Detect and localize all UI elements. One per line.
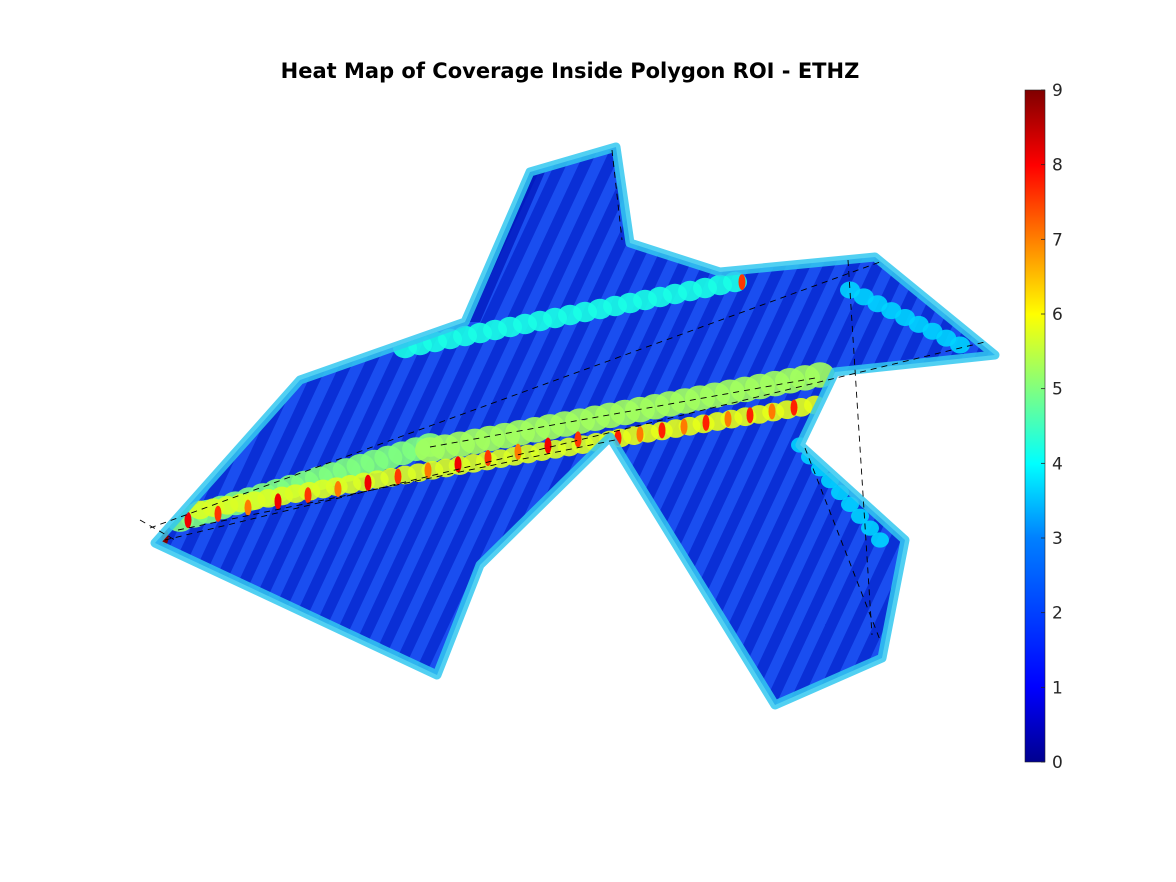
hotspot [724, 411, 732, 427]
coverage-path [177, 439, 616, 531]
hotspot [746, 407, 754, 424]
colorbar: 0 1 2 3 4 5 6 7 8 9 [1024, 81, 1063, 773]
colorbar-tick-label: 7 [1052, 230, 1063, 250]
hotspot [424, 462, 432, 479]
colorbar-tick-label: 0 [1052, 753, 1063, 773]
right-arm-edge-band [871, 532, 889, 548]
hotspot [274, 493, 282, 510]
hotspot [768, 403, 776, 420]
hotspot [364, 474, 372, 491]
colorbar-gradient [1024, 89, 1046, 763]
hotspot [394, 468, 402, 485]
hotspot [702, 414, 710, 431]
hotspot [738, 274, 746, 290]
coverage-path [611, 149, 623, 241]
colorbar-tick-label: 4 [1052, 454, 1063, 474]
hotspot [304, 487, 312, 504]
hotspot [244, 499, 252, 516]
colorbar-tick-label: 6 [1052, 305, 1063, 325]
colorbar-tick-label: 5 [1052, 380, 1063, 400]
right-arm-edge-band [841, 496, 859, 513]
coverage-path-lines [139, 149, 986, 641]
overlap-bands [166, 271, 970, 548]
hotspot [544, 437, 552, 454]
hotspot [214, 505, 222, 522]
hotspot [514, 443, 522, 460]
hotspot [484, 450, 492, 466]
colorbar-tick-label: 3 [1052, 529, 1063, 549]
hotspot [184, 512, 192, 528]
hotspot [574, 431, 582, 448]
hotspot [636, 426, 644, 443]
coverage-path [804, 447, 881, 641]
hotspots [161, 274, 798, 545]
colorbar-tick-label: 2 [1052, 604, 1063, 624]
coverage-path [139, 519, 176, 541]
right-arm-edge-band [851, 508, 869, 524]
hotspot [658, 422, 666, 439]
hotspot [680, 418, 688, 435]
chart-title: Heat Map of Coverage Inside Polygon ROI … [281, 59, 860, 83]
coverage-path [847, 259, 873, 636]
right-tip-band [950, 336, 970, 354]
right-arm-edge-band [861, 520, 879, 536]
colorbar-ticks: 0 1 2 3 4 5 6 7 8 9 [1041, 81, 1063, 773]
roi-boundary [150, 142, 1000, 710]
hotspot [790, 399, 798, 416]
roi-heatmap [139, 142, 1000, 710]
hotspot [454, 456, 462, 473]
hotspot [334, 481, 342, 497]
colorbar-tick-label: 1 [1052, 678, 1063, 698]
coverage-path [149, 261, 881, 529]
colorbar-tick-label: 9 [1052, 81, 1063, 101]
coverage-path [164, 341, 986, 541]
colorbar-tick-label: 8 [1052, 156, 1063, 176]
